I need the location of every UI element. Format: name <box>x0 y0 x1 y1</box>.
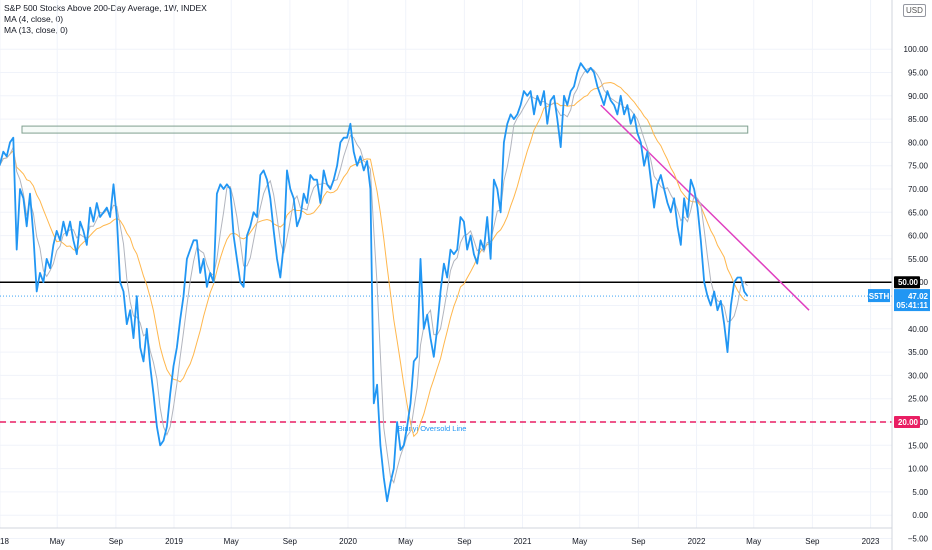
y-tick-label: 55.00 <box>908 255 929 264</box>
ma13-line <box>0 81 748 438</box>
x-tick-label: May <box>746 537 761 546</box>
y-tick-label: 80.00 <box>908 138 929 147</box>
y-axis: −5.00 0.00 5.00 10.00 15.00 20.00 25.00 30.00 35… <box>891 0 929 550</box>
resistance-box <box>21 125 749 134</box>
y-tick-label: 40.00 <box>908 325 929 334</box>
badge-symbol <box>868 289 890 303</box>
x-tick-label: May <box>50 537 65 546</box>
x-tick-label: 2020 <box>339 537 357 546</box>
s5th-line <box>0 62 749 503</box>
x-tick-label: Sep <box>283 537 298 546</box>
badge-countdown: 05:41:11 <box>896 301 928 310</box>
oversold-label: Birinyi Oversold Line <box>398 424 467 433</box>
badge-last <box>894 289 930 312</box>
x-axis: 2018 May Sep 2019 May Sep 2020 May Sep 2021 May Sep… <box>0 527 892 546</box>
x-tick-label: Sep <box>457 537 472 546</box>
badge-last-value: 47.02 <box>908 292 929 301</box>
y-tick-label: 90.00 <box>908 92 929 101</box>
chart-title: S&P 500 Stocks Above 200-Day Average, 1W… <box>4 3 207 13</box>
x-tick-label: 2018 <box>0 537 9 546</box>
x-tick-label: May <box>572 537 587 546</box>
x-tick-label: 2023 <box>862 537 880 546</box>
x-tick-label: 2021 <box>514 537 532 546</box>
y-tick-label: 10.00 <box>908 465 929 474</box>
y-tick-label: 70.00 <box>908 185 929 194</box>
y-tick-label: 65.00 <box>908 208 929 217</box>
badge-50-text: 50.00 <box>898 278 919 287</box>
y-tick-label: 15.00 <box>908 441 929 450</box>
x-tick-label: Sep <box>805 537 820 546</box>
badge-20-text: 20.00 <box>898 418 919 427</box>
y-tick-label: 25.00 <box>908 395 929 404</box>
y-tick-label: 95.00 <box>908 69 929 78</box>
legend-ma4: MA (4, close, 0) <box>4 14 64 24</box>
trend-line <box>600 104 810 311</box>
y-tick-label: 85.00 <box>908 115 929 124</box>
y-tick-label: −5.00 <box>908 535 929 544</box>
y-tick-label: 75.00 <box>908 162 929 171</box>
overlays: Birinyi Oversold Line <box>0 104 892 433</box>
legend-ma13: MA (13, close, 0) <box>4 25 68 35</box>
series-lines <box>0 62 749 503</box>
x-tick-label: May <box>224 537 239 546</box>
y-tick-label: 60.00 <box>908 232 929 241</box>
chart-legend: S&P 500 Stocks Above 200-Day Average, 1W… <box>4 3 207 36</box>
x-tick-label: May <box>398 537 413 546</box>
y-tick-label: 30.00 <box>908 371 929 380</box>
badge-symbol-text: S5TH <box>869 292 890 301</box>
x-tick-label: 2019 <box>165 537 183 546</box>
y-tick-label: 0.00 <box>912 511 928 520</box>
x-tick-label: Sep <box>109 537 124 546</box>
currency-button[interactable]: USD <box>903 4 926 17</box>
badge-20 <box>894 416 920 428</box>
y-tick-label: 5.00 <box>912 488 928 497</box>
x-tick-label: Sep <box>631 537 646 546</box>
x-tick-label: 2022 <box>688 537 706 546</box>
badge-50 <box>894 276 920 289</box>
y-tick-label: 100.00 <box>904 45 929 54</box>
y-tick-label: 35.00 <box>908 348 929 357</box>
